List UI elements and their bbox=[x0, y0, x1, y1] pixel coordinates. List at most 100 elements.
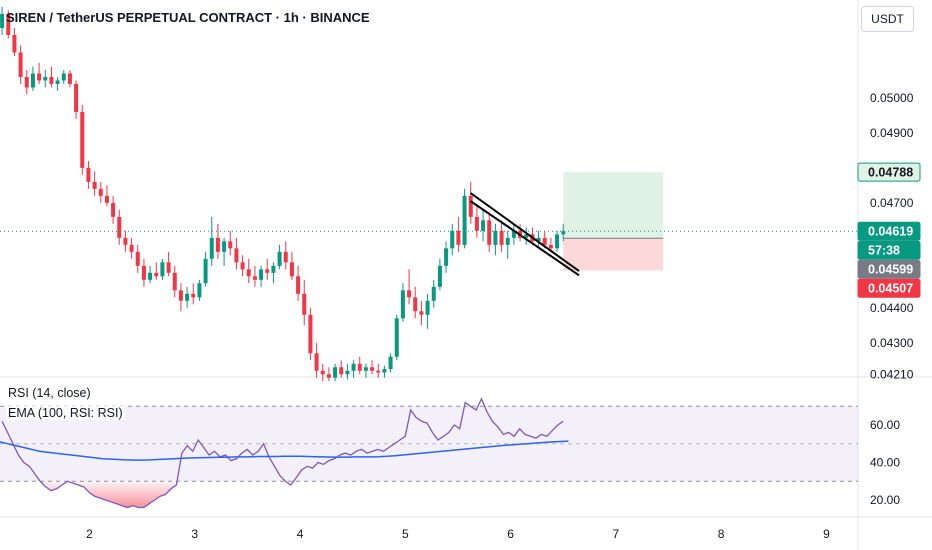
candle-body bbox=[511, 230, 516, 238]
candle bbox=[271, 262, 276, 284]
price-badge-last: 0.04619 bbox=[857, 221, 921, 241]
candle bbox=[86, 160, 91, 189]
candle bbox=[456, 216, 461, 252]
time-tick-label: 3 bbox=[191, 527, 198, 541]
candle bbox=[388, 353, 393, 373]
candle-body bbox=[61, 73, 66, 81]
candle bbox=[277, 244, 282, 270]
candle-body bbox=[536, 237, 541, 242]
candle-body bbox=[271, 265, 276, 273]
candle-body bbox=[191, 293, 196, 298]
candle bbox=[413, 286, 418, 319]
candle-body bbox=[394, 318, 399, 357]
candle bbox=[407, 269, 412, 305]
candle bbox=[252, 265, 257, 287]
candle-body bbox=[388, 356, 393, 370]
currency-selector[interactable]: USDT bbox=[861, 6, 914, 32]
ema-legend[interactable]: EMA (100, RSI: RSI) bbox=[6, 406, 125, 420]
candle-body bbox=[117, 216, 122, 238]
candle bbox=[394, 314, 399, 361]
candle bbox=[43, 69, 48, 88]
candle-body bbox=[37, 73, 42, 81]
candle bbox=[246, 258, 251, 284]
candle bbox=[6, 10, 11, 39]
candle-body bbox=[351, 363, 356, 371]
time-tick-label: 4 bbox=[297, 527, 304, 541]
candle-body bbox=[437, 265, 442, 287]
candle-body bbox=[178, 290, 183, 301]
price-badge-entry: 0.04599 bbox=[857, 259, 921, 279]
candle-body bbox=[487, 220, 492, 245]
candle-body bbox=[55, 80, 60, 84]
candle-body bbox=[407, 290, 412, 298]
candle-body bbox=[524, 234, 529, 238]
candle bbox=[222, 237, 227, 266]
candle bbox=[425, 293, 430, 329]
candle bbox=[296, 265, 301, 301]
candle-body bbox=[129, 244, 134, 252]
trendline-2 bbox=[470, 200, 580, 277]
candle bbox=[203, 251, 208, 287]
candle bbox=[524, 227, 529, 245]
candle-body bbox=[326, 374, 331, 378]
candle bbox=[283, 241, 288, 270]
candle-body bbox=[450, 230, 455, 249]
candle-body bbox=[320, 370, 325, 375]
price-tick-label: 0.04300 bbox=[870, 336, 914, 350]
candle-body bbox=[382, 369, 387, 373]
candle bbox=[191, 283, 196, 305]
candle bbox=[289, 251, 294, 280]
candle bbox=[24, 69, 29, 95]
candle-body bbox=[456, 230, 461, 245]
candle bbox=[135, 244, 140, 273]
candle bbox=[61, 69, 66, 84]
candle bbox=[166, 251, 171, 277]
candle bbox=[123, 230, 128, 252]
rsi-tick-label: 60.00 bbox=[870, 418, 900, 432]
candle bbox=[240, 255, 245, 277]
candle-body bbox=[308, 314, 313, 354]
candle bbox=[197, 279, 202, 301]
rsi-tick-label: 20.00 bbox=[870, 493, 900, 507]
candle bbox=[370, 360, 375, 375]
candle-body bbox=[339, 367, 344, 375]
candle bbox=[326, 367, 331, 382]
candle-body bbox=[333, 367, 338, 378]
candle-body bbox=[345, 370, 350, 375]
candle-body bbox=[259, 269, 264, 280]
time-tick-label: 5 bbox=[402, 527, 409, 541]
candle bbox=[92, 171, 97, 196]
price-tick-label: 0.04700 bbox=[870, 196, 914, 210]
candle-body bbox=[203, 258, 208, 284]
candle-body bbox=[234, 248, 239, 263]
price-badge-stop: 0.04507 bbox=[857, 278, 921, 298]
candle bbox=[148, 265, 153, 284]
price-badge-box bbox=[857, 278, 921, 298]
time-tick-label: 7 bbox=[613, 527, 620, 541]
candle-body bbox=[296, 276, 301, 294]
candle bbox=[302, 279, 307, 326]
candle bbox=[55, 76, 60, 91]
candle-body bbox=[18, 52, 23, 77]
time-tick-label: 8 bbox=[718, 527, 725, 541]
target-zone bbox=[563, 172, 664, 239]
candle bbox=[111, 195, 116, 224]
candle-body bbox=[185, 293, 190, 301]
candle-body bbox=[302, 293, 307, 315]
candle bbox=[376, 363, 381, 378]
candle bbox=[74, 80, 79, 119]
candle bbox=[499, 220, 504, 252]
rsi-legend[interactable]: RSI (14, close) bbox=[6, 386, 93, 400]
candle-body bbox=[228, 241, 233, 249]
candle bbox=[450, 223, 455, 256]
candle bbox=[555, 230, 560, 252]
candle bbox=[228, 230, 233, 256]
candle bbox=[345, 363, 350, 380]
candle-body bbox=[49, 76, 54, 84]
rsi-oversold-fill bbox=[2, 481, 564, 508]
candle bbox=[49, 66, 54, 88]
candle bbox=[462, 188, 467, 249]
candle-body bbox=[481, 220, 486, 231]
candle bbox=[117, 209, 122, 245]
